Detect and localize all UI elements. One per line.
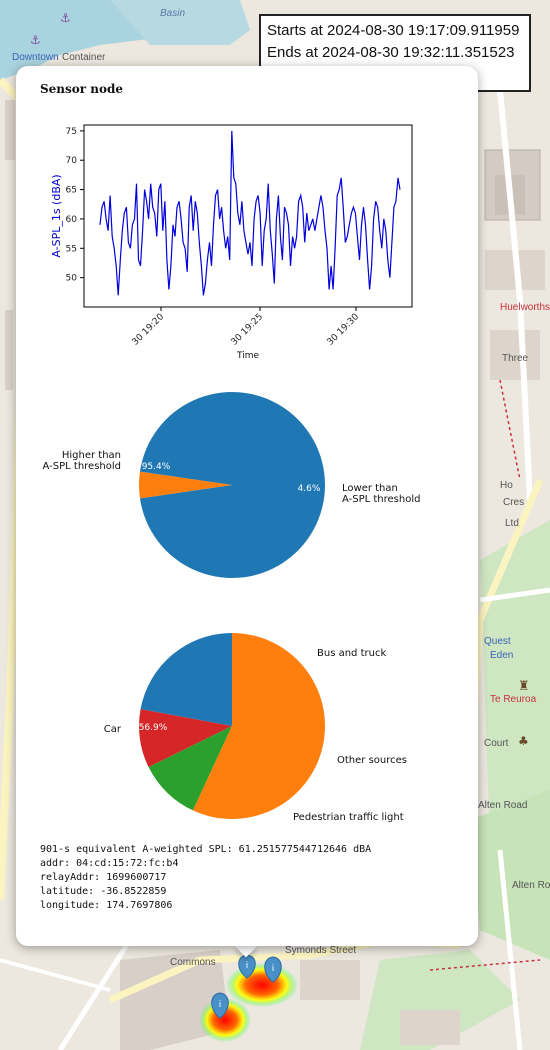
map-label: Cres: [503, 497, 525, 508]
x-tick-label: 30 19:20: [131, 312, 167, 348]
info-line: longitude: 174.7697806: [40, 900, 173, 911]
pie-category-label: Higher than A-SPL threshold: [43, 450, 121, 472]
svg-text:i: i: [246, 961, 249, 971]
map-label: Huelworths: [500, 302, 550, 313]
y-tick-label: 55: [66, 244, 77, 254]
pie-percent-label: 56.9%: [139, 723, 168, 733]
popup-title: Sensor node: [40, 82, 124, 96]
spl-series-line: [99, 130, 401, 296]
x-tick-label: 30 19:25: [230, 312, 266, 348]
toilet-icon: ♜: [518, 679, 530, 694]
map-label: Alten Road: [478, 800, 528, 811]
map-label: Ho: [500, 480, 513, 491]
map-label: Three: [502, 353, 529, 364]
pie-percent-label: 95.4%: [142, 462, 171, 472]
map-label: Commons: [170, 957, 216, 968]
end-time: Ends at 2024-08-30 19:32:11.351523: [267, 44, 515, 61]
info-line: 901-s equivalent A-weighted SPL: 61.2515…: [40, 844, 372, 855]
map-label: Basin: [160, 8, 186, 19]
map-label: Court: [484, 738, 509, 749]
plot-frame: [83, 124, 413, 308]
time-range-box: Starts at 2024-08-30 19:17:09.911959 End…: [259, 14, 531, 92]
y-tick-label: 75: [66, 127, 77, 137]
y-tick-label: 65: [66, 186, 77, 196]
anchor-icon: ⚓: [30, 33, 41, 47]
pie-category-label: Bus and truck: [317, 648, 386, 659]
map-label: Downtown: [12, 52, 59, 63]
pie-category-label: Pedestrian traffic light: [293, 812, 404, 823]
info-line: latitude: -36.8522859: [40, 886, 167, 897]
map-marker-icon[interactable]: i: [211, 992, 229, 1019]
pie-slice: [148, 726, 232, 811]
pie-slice: [139, 392, 325, 579]
svg-text:i: i: [272, 964, 275, 974]
map-label: Alten Road: [512, 880, 550, 891]
pie-slice: [140, 633, 232, 726]
sensor-info: 901-s equivalent A-weighted SPL: 61.2515…: [40, 843, 371, 913]
pie-category-label: Car: [104, 724, 122, 735]
y-axis-label: A-SPL_1s (dBA): [50, 174, 63, 257]
map-label: Ltd: [505, 518, 519, 529]
map-marker-icon[interactable]: i: [264, 956, 282, 983]
tree-icon: ♣: [518, 734, 529, 748]
map-label: Te Reuroa: [490, 694, 537, 705]
y-tick-label: 50: [66, 274, 78, 284]
pie-category-label: Lower than A-SPL threshold: [342, 483, 420, 505]
pie-slice: [138, 471, 232, 499]
map-label: Quest: [484, 636, 511, 647]
info-line: relayAddr: 1699600717: [40, 872, 167, 883]
threshold-pie-chart: 95.4% 4.6% Higher than A-SPL threshold Lower…: [43, 392, 420, 579]
map-label: Symonds Street: [285, 945, 357, 956]
charts-figure: 50 55 60 65 70 75 30 19:20 30 19:25 30 19:30 A-…: [43, 124, 420, 823]
spl-line-chart: 50 55 60 65 70 75 30 19:20 30 19:25 30 19:30 A-…: [50, 124, 413, 361]
svg-text:i: i: [219, 1000, 222, 1010]
sensor-popup: Sensor node 50 55 60 65 70 75 30 19:20 30 19:2…: [16, 66, 478, 946]
pie-slice: [138, 709, 232, 768]
info-line: addr: 04:cd:15:72:fc:b4: [40, 858, 179, 869]
y-ticks: 50 55 60 65 70 75: [66, 127, 84, 284]
x-ticks: 30 19:20 30 19:25 30 19:30: [131, 307, 362, 348]
start-time: Starts at 2024-08-30 19:17:09.911959: [267, 22, 520, 39]
y-tick-label: 60: [66, 215, 78, 225]
pie-slice: [192, 633, 325, 819]
pie-category-label: Other sources: [337, 755, 407, 766]
x-axis-label: Time: [236, 351, 259, 361]
anchor-icon: ⚓: [60, 11, 71, 25]
heatmap-spot: [199, 998, 251, 1042]
map-label: Container: [62, 52, 106, 63]
map-label: Eden: [490, 650, 514, 661]
y-tick-label: 70: [66, 156, 78, 166]
pie-percent-label: 4.6%: [298, 484, 321, 494]
x-tick-label: 30 19:30: [326, 312, 362, 348]
